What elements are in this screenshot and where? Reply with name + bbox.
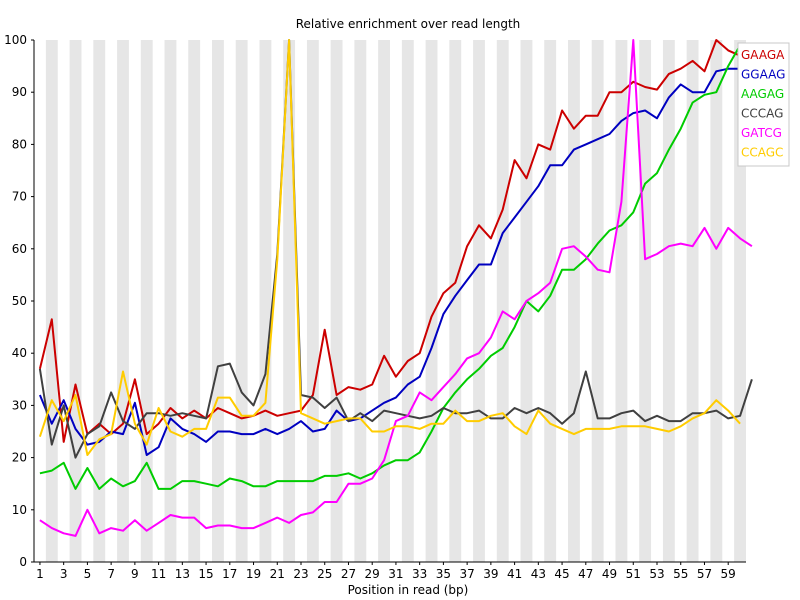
- legend-entry: AAGAG: [741, 87, 784, 101]
- column-band: [686, 40, 699, 562]
- legend-entry: GATCG: [741, 126, 782, 140]
- column-band: [306, 40, 319, 562]
- legend-entry: CCCAG: [741, 107, 783, 121]
- series-line-aagag: [39, 44, 741, 490]
- x-tick-label: 47: [578, 567, 593, 581]
- y-tick-label: 50: [12, 294, 27, 308]
- column-band: [93, 40, 106, 562]
- column-band: [354, 40, 367, 562]
- x-tick-label: 31: [388, 567, 403, 581]
- series-line-ggaag: [38, 49, 753, 456]
- column-band: [639, 40, 652, 562]
- x-tick-label: 19: [246, 567, 261, 581]
- x-tick-label: 3: [60, 567, 68, 581]
- column-band: [259, 40, 272, 562]
- column-band: [330, 40, 343, 562]
- x-tick-label: 27: [341, 567, 356, 581]
- column-band: [45, 40, 58, 562]
- x-tick-label: 21: [270, 567, 285, 581]
- x-tick-label: 17: [222, 567, 237, 581]
- y-tick-label: 20: [12, 451, 27, 465]
- column-bands: [45, 40, 746, 562]
- column-band: [188, 40, 201, 562]
- x-tick-label: 49: [602, 567, 617, 581]
- x-tick-label: 29: [365, 567, 380, 581]
- x-tick-label: 53: [649, 567, 664, 581]
- series-lines: [38, 39, 753, 537]
- x-tick-label: 11: [151, 567, 166, 581]
- column-band: [283, 40, 296, 562]
- x-axis-ticks: 1 3 5 7 9 11 13 15 17 19 21 23 25 27 29 31 33 35 37 39 41 43 4…: [36, 562, 736, 581]
- x-tick-label: 45: [554, 567, 569, 581]
- x-tick-label: 51: [626, 567, 641, 581]
- column-band: [235, 40, 248, 562]
- x-tick-label: 55: [673, 567, 688, 581]
- x-tick-label: 57: [697, 567, 712, 581]
- column-band: [117, 40, 129, 562]
- y-tick-label: 30: [12, 398, 27, 412]
- x-tick-label: 33: [412, 567, 427, 581]
- column-band: [615, 40, 628, 562]
- x-tick-label: 1: [36, 567, 44, 581]
- column-band: [734, 40, 746, 562]
- column-band: [568, 40, 580, 562]
- legend-entry: GAAGA: [741, 48, 785, 62]
- legend: GAAGA GGAAG AAGAG CCCAG GATCG CCAGC: [737, 42, 790, 167]
- column-band: [425, 40, 438, 562]
- column-band: [212, 40, 224, 562]
- x-tick-label: 5: [84, 567, 92, 581]
- x-tick-label: 9: [131, 567, 139, 581]
- y-axis-ticks: 0 10 20 30 40 50 60 70 80 90 100: [4, 33, 34, 569]
- legend-box: [737, 42, 790, 167]
- legend-entry: CCAGC: [741, 146, 783, 160]
- y-tick-label: 80: [12, 137, 27, 151]
- column-band: [449, 40, 462, 562]
- series-line-gaaga: [38, 39, 741, 443]
- column-band: [164, 40, 177, 562]
- column-band: [591, 40, 604, 562]
- y-tick-label: 60: [12, 242, 27, 256]
- y-tick-label: 70: [12, 190, 27, 204]
- x-tick-label: 15: [198, 567, 213, 581]
- series-line-ccagc: [38, 39, 741, 456]
- y-tick-label: 0: [19, 555, 27, 569]
- column-band: [710, 40, 723, 562]
- chart-title: Relative enrichment over read length: [296, 17, 521, 31]
- column-band: [544, 40, 557, 562]
- series-line-gatcg: [39, 39, 753, 537]
- series-line-cccag: [38, 39, 753, 459]
- column-band: [473, 40, 485, 562]
- x-tick-label: 23: [293, 567, 308, 581]
- column-band: [140, 40, 153, 562]
- x-tick-label: 7: [107, 567, 115, 581]
- y-tick-label: 40: [12, 346, 27, 360]
- column-band: [401, 40, 414, 562]
- x-tick-label: 37: [459, 567, 474, 581]
- x-tick-label: 41: [507, 567, 522, 581]
- legend-entry: GGAAG: [741, 68, 785, 82]
- x-axis-label: Position in read (bp): [348, 583, 469, 597]
- x-tick-label: 43: [531, 567, 546, 581]
- column-band: [69, 40, 82, 562]
- column-band: [378, 40, 390, 562]
- x-tick-label: 25: [317, 567, 332, 581]
- x-tick-label: 39: [483, 567, 498, 581]
- y-tick-label: 100: [4, 33, 27, 47]
- x-tick-label: 59: [721, 567, 736, 581]
- column-band: [496, 40, 509, 562]
- column-band: [662, 40, 675, 562]
- x-tick-label: 35: [436, 567, 451, 581]
- x-tick-label: 13: [175, 567, 190, 581]
- y-tick-label: 10: [12, 503, 27, 517]
- y-tick-label: 90: [12, 85, 27, 99]
